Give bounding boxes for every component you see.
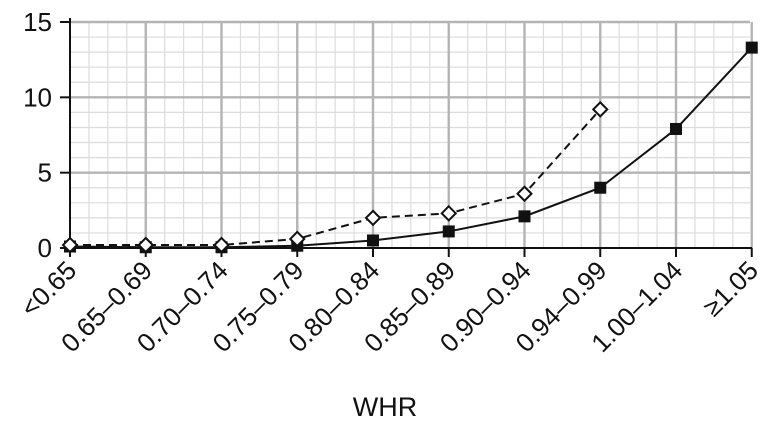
y-tick-label: 5	[38, 158, 52, 188]
data-point-diamond	[516, 185, 533, 203]
series-2-line	[70, 108, 601, 246]
data-point-diamond	[213, 236, 230, 254]
y-tick-label: 15	[23, 7, 52, 37]
y-tick-label: 0	[38, 233, 52, 263]
data-point-square	[518, 210, 531, 223]
x-tick-label: <0.65	[15, 255, 83, 323]
data-point-square	[367, 234, 379, 247]
data-point-square	[594, 181, 607, 194]
x-axis-label: WHR	[353, 392, 417, 422]
series-2	[61, 100, 609, 254]
series-1-line	[69, 46, 753, 249]
data-point-diamond	[591, 100, 609, 118]
axes	[60, 18, 753, 257]
grid	[69, 20, 753, 248]
data-point-diamond	[61, 236, 79, 254]
data-point-diamond	[137, 236, 155, 254]
data-point-square	[670, 122, 682, 135]
x-tick-label: ≥1.05	[697, 255, 763, 322]
data-point-square	[442, 225, 455, 238]
y-tick-label: 10	[23, 82, 52, 112]
data-point-square	[745, 41, 758, 54]
data-point-diamond	[364, 209, 382, 227]
series	[61, 41, 758, 254]
series-1	[64, 41, 758, 254]
data-point-diamond	[288, 230, 306, 248]
data-point-diamond	[440, 204, 458, 222]
